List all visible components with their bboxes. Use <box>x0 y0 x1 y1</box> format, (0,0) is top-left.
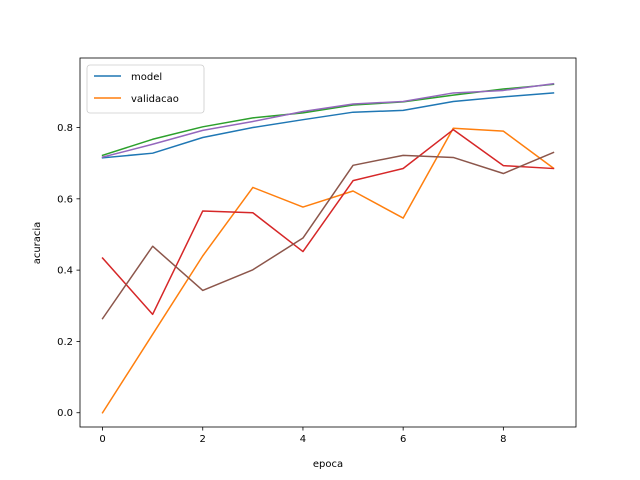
plot-area: 0 2 4 6 8 0.0 0.2 0.4 0.6 0.8 <box>57 57 577 445</box>
axes-frame <box>79 57 577 428</box>
y-tick-label: 0.8 <box>57 123 73 134</box>
legend: model validacao <box>86 64 205 114</box>
y-axis-label: acuracia <box>32 222 43 265</box>
x-tick-label: 4 <box>300 434 306 445</box>
x-tick-label: 0 <box>99 434 105 445</box>
series-line-4 <box>101 128 555 316</box>
legend-label: validacao <box>131 94 179 105</box>
x-tick-label: 2 <box>200 434 206 445</box>
series-line-2 <box>101 127 555 414</box>
legend-box <box>86 64 205 114</box>
y-tick-label: 0.4 <box>57 266 73 277</box>
legend-label: model <box>131 72 162 83</box>
x-tick-label: 8 <box>500 434 506 445</box>
y-tick-label: 0.6 <box>57 194 73 205</box>
x-tick-label: 6 <box>400 434 406 445</box>
series-line-5 <box>101 82 555 159</box>
x-axis-label: epoca <box>313 459 343 470</box>
series-line-6 <box>101 151 555 320</box>
series-line-1 <box>101 92 555 159</box>
y-tick-label: 0.2 <box>57 337 73 348</box>
y-tick-label: 0.0 <box>57 408 73 419</box>
